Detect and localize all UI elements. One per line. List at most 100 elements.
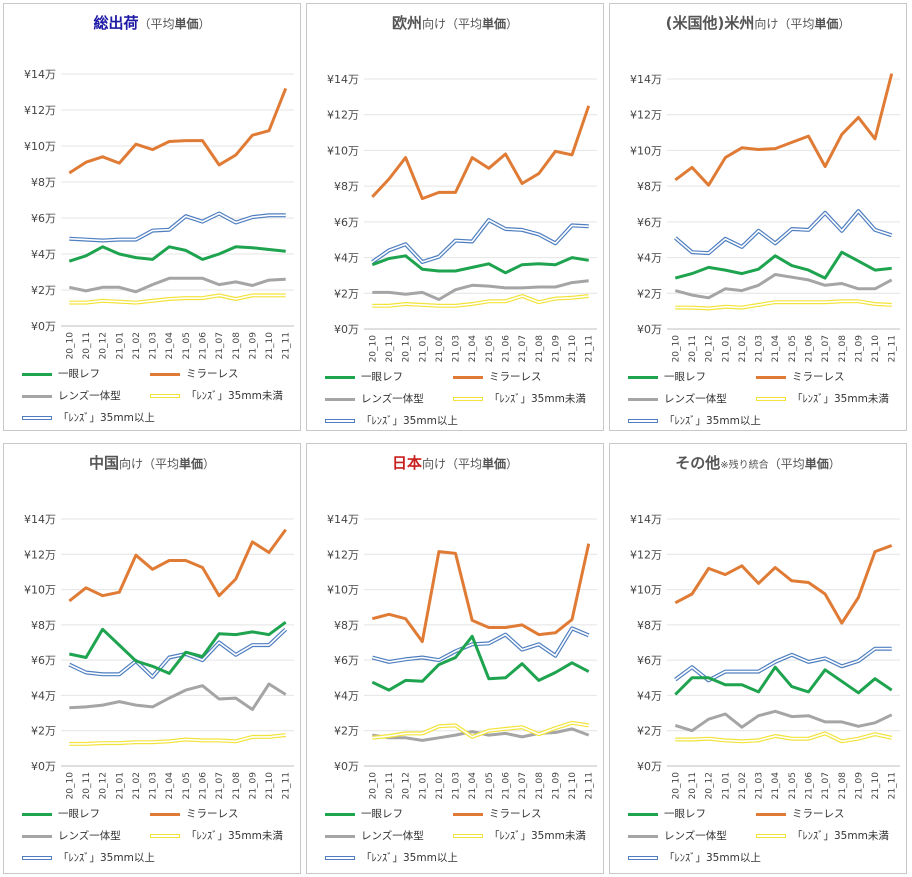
legend-item-lt35: 「ﾚﾝｽﾞ」35mm未満 bbox=[150, 388, 283, 403]
y-tick-label: ¥14万 bbox=[630, 73, 662, 86]
legend-swatch bbox=[628, 812, 658, 816]
chart-title-sub: 向け（平均 bbox=[118, 457, 179, 471]
legend-item-lt35: 「ﾚﾝｽﾞ」35mm未満 bbox=[453, 828, 586, 843]
series-line-ml bbox=[68, 87, 288, 175]
x-tick-label: 20_11 bbox=[82, 332, 92, 359]
legend-swatch bbox=[325, 834, 355, 838]
chart-title: 欧州向け（平均単価） bbox=[307, 12, 603, 33]
legend-item-lt35: 「ﾚﾝｽﾞ」35mm未満 bbox=[150, 828, 283, 843]
y-tick-label: ¥8万 bbox=[31, 619, 56, 632]
legend-item-ge35: 「ﾚﾝｽﾞ」35mm以上 bbox=[22, 410, 155, 425]
series-line-ge35-inner bbox=[674, 210, 892, 254]
chart-title: (米国他)米州向け（平均単価） bbox=[610, 12, 906, 33]
y-tick-label: ¥6万 bbox=[334, 654, 359, 667]
chart-title-sub: （平均 bbox=[768, 457, 805, 471]
x-tick-label: 20_12 bbox=[99, 332, 109, 359]
x-tick-label: 21_06 bbox=[804, 335, 814, 363]
x-tick-label: 20_11 bbox=[385, 335, 395, 362]
legend-label: 「ﾚﾝｽﾞ」35mm以上 bbox=[664, 852, 761, 864]
y-tick-label: ¥10万 bbox=[630, 144, 662, 157]
chart-title-bold: 単価 bbox=[482, 17, 507, 31]
legend-item-slr: 一眼レフ bbox=[628, 806, 706, 821]
x-tick-label: 21_09 bbox=[248, 332, 258, 360]
y-tick-label: ¥12万 bbox=[630, 109, 662, 122]
legend-item-slr: 一眼レフ bbox=[325, 369, 403, 384]
series-line-int bbox=[674, 273, 893, 300]
x-tick-label: 21_07 bbox=[518, 335, 528, 362]
series-line-ml bbox=[371, 543, 591, 644]
legend-swatch bbox=[628, 419, 658, 423]
series-line-ge35-outer bbox=[673, 209, 893, 256]
legend-label: レンズ一体型 bbox=[58, 390, 121, 402]
series-line-ge35-inner bbox=[371, 219, 589, 263]
y-tick-label: ¥4万 bbox=[31, 248, 56, 261]
x-tick-label: 21_02 bbox=[132, 772, 142, 799]
legend-label: ミラーレス bbox=[792, 371, 845, 383]
legend-swatch bbox=[150, 394, 180, 398]
x-tick-label: 21_08 bbox=[838, 335, 848, 363]
chart-title-bold: 単価 bbox=[814, 17, 839, 31]
legend-label: 一眼レフ bbox=[664, 371, 706, 383]
legend-label: 「ﾚﾝｽﾞ」35mm未満 bbox=[489, 393, 586, 405]
legend-swatch bbox=[325, 375, 355, 379]
legend-label: レンズ一体型 bbox=[58, 830, 121, 842]
series-line-ge35-inner bbox=[68, 628, 287, 678]
legend-label: ミラーレス bbox=[489, 371, 542, 383]
x-tick-label: 21_06 bbox=[804, 772, 814, 800]
legend-item-lt35: 「ﾚﾝｽﾞ」35mm未満 bbox=[756, 391, 889, 406]
x-tick-label: 21_01 bbox=[721, 335, 731, 362]
x-tick-label: 21_05 bbox=[485, 772, 495, 799]
chart-title-close: ） bbox=[506, 457, 519, 471]
x-tick-label: 21_10 bbox=[568, 335, 578, 363]
chart-panel-1: 総出荷（平均単価） ¥0万 ¥2万 ¥4万 ¥6万 ¥8万 ¥10万 ¥12万 ¥14万 20_1… bbox=[3, 3, 301, 431]
y-tick-label: ¥14万 bbox=[327, 513, 359, 526]
chart-title-bold: 単価 bbox=[179, 457, 204, 471]
legend-swatch bbox=[150, 834, 180, 838]
x-tick-label: 20_10 bbox=[671, 772, 681, 800]
legend-item-slr: 一眼レフ bbox=[325, 806, 403, 821]
x-tick-label: 21_09 bbox=[551, 335, 561, 363]
chart-title-main: その他 bbox=[675, 454, 721, 472]
x-tick-label: 20_12 bbox=[99, 772, 109, 799]
legend-item-lt35: 「ﾚﾝｽﾞ」35mm未満 bbox=[756, 828, 889, 843]
x-tick-label: 21_08 bbox=[535, 335, 545, 363]
x-tick-label: 21_02 bbox=[738, 772, 748, 799]
y-tick-label: ¥10万 bbox=[24, 140, 56, 153]
x-tick-label: 21_08 bbox=[232, 772, 242, 800]
plot-area: ¥0万 ¥2万 ¥4万 ¥6万 ¥8万 ¥10万 ¥12万 ¥14万 20_10 20_11 20_… bbox=[24, 513, 294, 800]
x-tick-label: 21_01 bbox=[418, 335, 428, 362]
legend-item-int: レンズ一体型 bbox=[325, 391, 424, 406]
series-line-int bbox=[68, 276, 286, 294]
legend-swatch bbox=[325, 856, 355, 860]
x-tick-label: 21_03 bbox=[149, 332, 159, 359]
legend-item-int: レンズ一体型 bbox=[22, 828, 121, 843]
chart-panel-2: 欧州向け（平均単価） ¥0万 ¥2万 ¥4万 ¥6万 ¥8万 ¥10万 ¥12万 ¥14万 20_… bbox=[306, 3, 604, 431]
x-tick-label: 20_11 bbox=[82, 772, 92, 799]
legend-label: 「ﾚﾝｽﾞ」35mm以上 bbox=[361, 415, 458, 427]
legend-label: ミラーレス bbox=[186, 808, 239, 820]
y-tick-label: ¥2万 bbox=[637, 725, 662, 738]
x-tick-label: 21_07 bbox=[821, 772, 831, 799]
y-tick-label: ¥12万 bbox=[327, 548, 359, 561]
x-tick-label: 20_11 bbox=[688, 335, 698, 362]
x-tick-label: 21_09 bbox=[551, 772, 561, 800]
x-tick-label: 20_11 bbox=[385, 772, 395, 799]
legend-swatch bbox=[22, 856, 52, 860]
legend-item-int: レンズ一体型 bbox=[628, 828, 727, 843]
x-tick-label: 20_10 bbox=[65, 772, 75, 800]
chart-title: 日本向け（平均単価） bbox=[307, 452, 603, 473]
legend-swatch bbox=[628, 375, 658, 379]
y-tick-label: ¥6万 bbox=[637, 654, 662, 667]
y-tick-label: ¥6万 bbox=[334, 216, 359, 229]
chart-title-main: 日本 bbox=[391, 454, 422, 472]
legend-item-int: レンズ一体型 bbox=[22, 388, 121, 403]
series-line-ml bbox=[68, 528, 287, 603]
legend-label: 一眼レフ bbox=[361, 808, 403, 820]
legend-label: レンズ一体型 bbox=[361, 393, 424, 405]
x-tick-label: 21_08 bbox=[535, 772, 545, 800]
series-line-int bbox=[69, 682, 287, 711]
chart-title-bold: 単価 bbox=[804, 457, 829, 471]
series-line-lt35-inner bbox=[69, 294, 286, 304]
series-line-ge35-outer bbox=[68, 627, 288, 679]
legend-label: 「ﾚﾝｽﾞ」35mm未満 bbox=[792, 830, 889, 842]
